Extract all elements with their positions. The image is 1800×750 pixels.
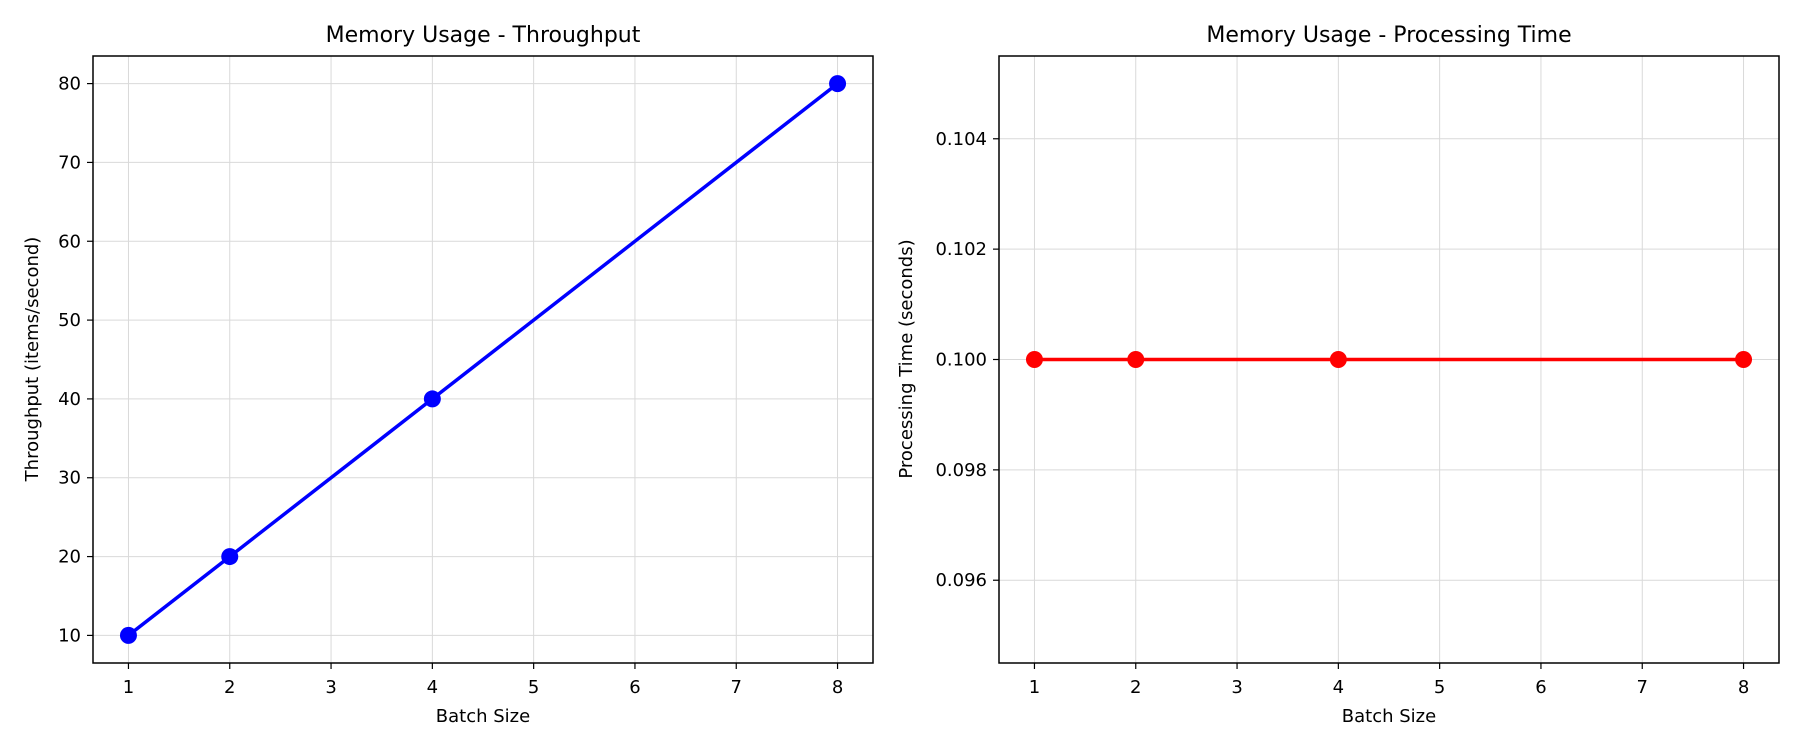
y-tick-label: 40 [58,389,81,410]
y-tick-label: 0.104 [935,129,987,150]
x-tick-label: 6 [1535,677,1546,698]
y-tick-label: 0.096 [935,570,987,591]
x-tick-label: 4 [1333,677,1344,698]
y-axis-label: Processing Time (seconds) [896,239,917,478]
data-point [221,548,239,566]
y-tick-label: 30 [58,468,81,489]
data-point [1735,351,1753,368]
processing-time-chart: Memory Usage - Processing Time Batch Siz… [896,23,1780,727]
x-tick-label: 8 [1738,677,1749,698]
x-tick-label: 5 [528,677,539,698]
y-tick-label: 20 [58,547,81,568]
y-tick-label: 60 [58,231,81,252]
data-point [1025,351,1043,368]
x-tick-label: 7 [1637,677,1648,698]
y-tick-label: 0.100 [935,350,987,371]
throughput-chart: Memory Usage - Throughput Batch Size Thr… [22,23,874,727]
plot-frame [998,55,1780,664]
y-tick-label: 0.098 [935,460,987,481]
x-tick-label: 3 [325,677,336,698]
x-tick-label: 2 [1130,677,1141,698]
series-line [127,82,839,637]
x-tick-label: 1 [1029,677,1040,698]
chart-title: Memory Usage - Throughput [326,23,641,48]
x-tick-label: 4 [427,677,438,698]
x-tick-label: 1 [123,677,134,698]
y-tick-label: 10 [58,625,81,646]
data-point [1329,351,1347,368]
data-point [829,75,847,93]
y-tick-label: 80 [58,74,81,95]
data-point [1127,351,1145,368]
x-axis-label: Batch Size [1342,706,1436,727]
x-tick-label: 3 [1231,677,1242,698]
x-tick-label: 5 [1434,677,1445,698]
chart-title: Memory Usage - Processing Time [1206,23,1571,48]
data-point [119,626,137,644]
x-tick-label: 6 [629,677,640,698]
y-tick-label: 70 [58,152,81,173]
x-tick-label: 7 [731,677,742,698]
y-axis-label: Throughput (items/second) [22,237,43,483]
plot-frame [92,55,874,664]
y-tick-label: 50 [58,310,81,331]
x-tick-label: 8 [832,677,843,698]
x-axis-label: Batch Size [436,706,530,727]
data-point [423,390,441,408]
x-tick-label: 2 [224,677,235,698]
y-tick-label: 0.102 [935,239,987,260]
